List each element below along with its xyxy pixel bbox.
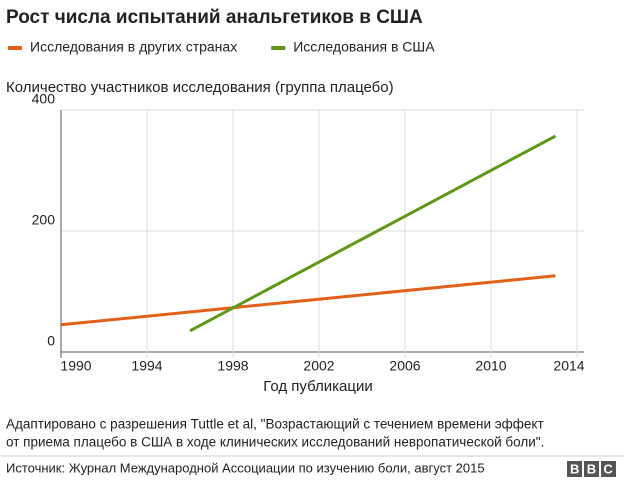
x-tick-label: 2014 [553,358,584,374]
y-tick-label: 0 [47,333,55,349]
y-tick-label: 200 [32,212,56,228]
source: Источник: Журнал Международной Ассоциаци… [6,460,485,475]
logo-text: BBC [570,461,620,476]
x-tick-label: 2010 [475,358,506,374]
x-tick-label: 2006 [389,358,420,374]
chart-title: Рост числа испытаний анальгетиков в США [6,7,423,28]
x-tick-label: 2002 [303,358,334,374]
x-tick-label: 1994 [131,358,162,374]
line-series [189,134,557,333]
legend-label: Исследования в США [293,39,435,55]
note-line: Адаптировано с разрешения Tuttle et al, … [6,417,544,432]
y-axis-label: Количество участников исследования (груп… [6,79,394,96]
legend-label: Исследования в других странах [30,39,237,55]
x-tick-label: 1998 [217,358,248,374]
logo: BBC [567,461,620,477]
x-tick-label: 1990 [60,358,91,374]
y-tick-label: 400 [32,91,56,107]
note-line: от приема плацебо в США в ходе клиническ… [6,435,544,450]
x-axis-label: Год публикации [263,378,372,395]
line-series [60,274,556,327]
